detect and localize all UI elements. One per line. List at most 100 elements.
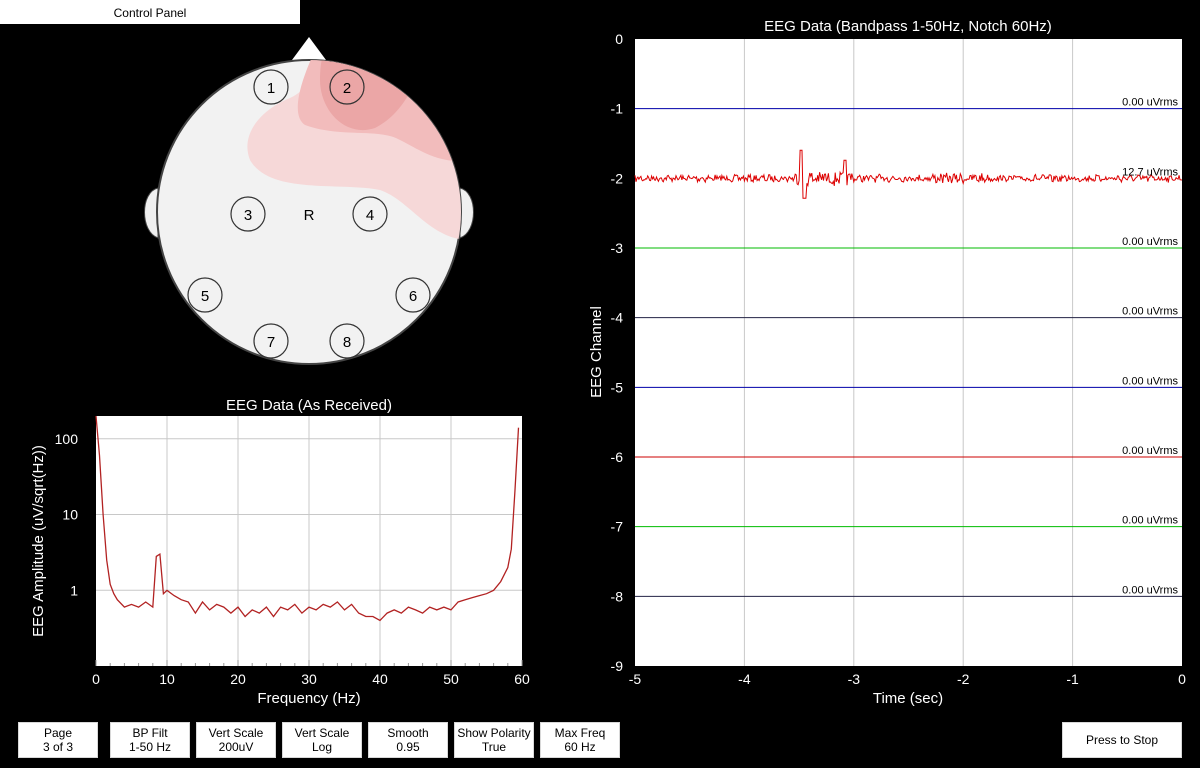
- spectrum-trace: [95, 415, 520, 622]
- spectrum-x-tick: 60: [514, 671, 530, 687]
- timeseries-x-tick: -5: [629, 671, 642, 687]
- timeseries-x-tick: -1: [1066, 671, 1079, 687]
- spectrum-xlabel: Frequency (Hz): [257, 690, 360, 707]
- timeseries-y-tick: -9: [611, 658, 624, 674]
- control-panel-button[interactable]: Control Panel: [0, 0, 300, 24]
- spectrum-x-tick: 20: [230, 671, 246, 687]
- spectrum-x-tick: 50: [443, 671, 459, 687]
- timeseries-grid: [743, 39, 1074, 666]
- electrode-group: 1 2 3 4 5 6 7 8: [187, 69, 431, 359]
- timeseries-y-tick: -8: [611, 588, 624, 604]
- spectrum-y-ticks: 100 10 1: [55, 431, 79, 598]
- timeseries-y-ticks: 0 -1 -2 -3 -4 -5 -6 -7 -8 -9: [611, 31, 624, 674]
- channel-4-rms-label: 0.00 uVrms: [1122, 306, 1178, 318]
- timeseries-channels: [635, 108, 1182, 597]
- electrode-6-label: 6: [409, 288, 417, 305]
- timeseries-plot: EEG Data (Bandpass 1-50Hz, Notch 60Hz) 0…: [588, 18, 1186, 707]
- bp-filter-label: BP Filt: [132, 726, 168, 740]
- spectrum-ylabel: EEG Amplitude (uV/sqrt(Hz)): [30, 445, 47, 637]
- timeseries-y-tick: -2: [611, 170, 624, 186]
- spectrum-y-tick: 100: [55, 431, 79, 447]
- show-polarity-label: Show Polarity: [457, 726, 531, 740]
- electrode-1-marker: [253, 69, 289, 105]
- channel-2-rms-label: 12.7 uVrms: [1122, 166, 1178, 178]
- timeseries-channel-labels: 0.00 uVrms 12.7 uVrms 0.00 uVrms 0.00 uVrms…: [1122, 97, 1178, 597]
- timeseries-xlabel: Time (sec): [873, 690, 943, 707]
- timeseries-y-tick: -7: [611, 519, 624, 535]
- spectrum-x-tick: 30: [301, 671, 317, 687]
- bp-filter-value: 1-50 Hz: [128, 740, 172, 754]
- smooth-button[interactable]: Smooth 0.95: [368, 722, 448, 758]
- timeseries-ylabel: EEG Channel: [588, 306, 605, 398]
- page-button-label: Page: [43, 726, 73, 740]
- timeseries-x-tick: -3: [848, 671, 861, 687]
- spectrum-title: EEG Data (As Received): [226, 397, 392, 414]
- spectrum-x-ticks: 0 10 20 30 40 50 60: [92, 671, 530, 687]
- spectrum-y-tick: 1: [70, 582, 78, 598]
- show-polarity-button[interactable]: Show Polarity True: [454, 722, 534, 758]
- timeseries-x-tick: 0: [1178, 671, 1186, 687]
- electrode-3-marker: [230, 196, 266, 232]
- timeseries-x-tick: -4: [738, 671, 751, 687]
- stop-button[interactable]: Press to Stop: [1062, 722, 1182, 758]
- electrode-5-label: 5: [201, 288, 209, 305]
- timeseries-y-tick: -1: [611, 101, 624, 117]
- electrode-4-label: 4: [366, 207, 374, 224]
- bp-filter-button[interactable]: BP Filt 1-50 Hz: [110, 722, 190, 758]
- head-center-label: R: [304, 207, 315, 224]
- electrode-2-label: 2: [343, 80, 351, 97]
- timeseries-y-tick: -5: [611, 379, 624, 395]
- spectrum-x-tick: 10: [159, 671, 175, 687]
- max-freq-value: 60 Hz: [564, 740, 596, 754]
- electrode-8-label: 8: [343, 334, 351, 351]
- head-plot: R 1 2 3 4 5 6 7 8: [144, 37, 474, 365]
- timeseries-y-tick: -6: [611, 449, 624, 465]
- spectrum-plot: EEG Data (As Received) 0 10 20 30 40 50 60 100…: [30, 397, 530, 707]
- timeseries-y-tick: -3: [611, 240, 624, 256]
- max-freq-label: Max Freq: [554, 726, 606, 740]
- left-ear-icon: [144, 187, 159, 239]
- vert-scale-button[interactable]: Vert Scale 200uV: [196, 722, 276, 758]
- timeseries-y-tick: 0: [615, 31, 623, 47]
- spectrum-grid: [95, 416, 523, 666]
- stop-button-label: Press to Stop: [1085, 733, 1159, 747]
- timeseries-y-tick: -4: [611, 310, 624, 326]
- right-ear-icon: [459, 187, 474, 239]
- electrode-6-marker: [395, 277, 431, 313]
- electrode-4-marker: [352, 196, 388, 232]
- vert-scale-log-button[interactable]: Vert Scale Log: [282, 722, 362, 758]
- channel-3-rms-label: 0.00 uVrms: [1122, 236, 1178, 248]
- channel-1-rms-label: 0.00 uVrms: [1122, 97, 1178, 109]
- channel-2-signal: [634, 149, 1183, 199]
- timeseries-plot-area: [635, 39, 1182, 666]
- vert-scale-log-label: Vert Scale: [294, 726, 350, 740]
- channel-8-rms-label: 0.00 uVrms: [1122, 584, 1178, 596]
- channel-6-rms-label: 0.00 uVrms: [1122, 445, 1178, 457]
- smooth-value: 0.95: [396, 740, 420, 754]
- page-button[interactable]: Page 3 of 3: [18, 722, 98, 758]
- channel-5-rms-label: 0.00 uVrms: [1122, 375, 1178, 387]
- smooth-label: Smooth: [387, 726, 429, 740]
- timeseries-title: EEG Data (Bandpass 1-50Hz, Notch 60Hz): [764, 18, 1052, 35]
- electrode-8-marker: [329, 323, 365, 359]
- vert-scale-label: Vert Scale: [208, 726, 264, 740]
- page-button-value: 3 of 3: [42, 740, 74, 754]
- electrode-2-marker: [329, 69, 365, 105]
- electrode-5-marker: [187, 277, 223, 313]
- show-polarity-value: True: [481, 740, 507, 754]
- electrode-1-label: 1: [267, 80, 275, 97]
- channel-7-rms-label: 0.00 uVrms: [1122, 515, 1178, 527]
- electrode-7-marker: [253, 323, 289, 359]
- electrode-3-label: 3: [244, 207, 252, 224]
- max-freq-button[interactable]: Max Freq 60 Hz: [540, 722, 620, 758]
- spectrum-x-tick: 40: [372, 671, 388, 687]
- electrode-7-label: 7: [267, 334, 275, 351]
- timeseries-x-tick: -2: [957, 671, 970, 687]
- spectrum-x-tick: 0: [92, 671, 100, 687]
- nose-icon: [292, 37, 326, 60]
- spectrum-y-tick: 10: [62, 507, 78, 523]
- vert-scale-log-value: Log: [311, 740, 333, 754]
- timeseries-x-ticks: -5 -4 -3 -2 -1 0: [629, 671, 1186, 687]
- vert-scale-value: 200uV: [218, 740, 254, 754]
